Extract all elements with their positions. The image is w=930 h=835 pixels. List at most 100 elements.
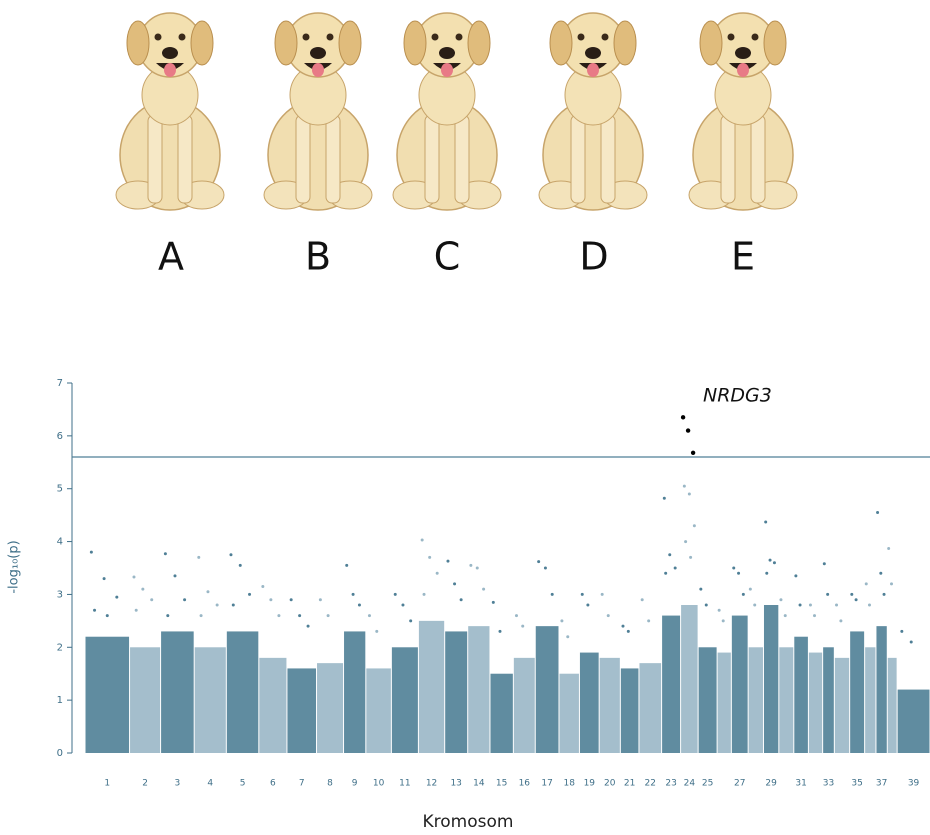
snp-point [717, 608, 721, 612]
snp-point [687, 492, 691, 496]
snp-mass [317, 663, 344, 753]
snp-point [482, 587, 486, 591]
snp-point [375, 629, 379, 633]
x-tick-label: 15 [496, 779, 507, 789]
snp-point [401, 603, 405, 607]
snp-point [173, 574, 177, 578]
snp-point [741, 592, 745, 596]
snp-point [887, 546, 891, 550]
snp-mass [130, 647, 161, 753]
snp-point [428, 555, 432, 559]
x-tick-label: 16 [519, 779, 531, 789]
snp-mass [808, 652, 823, 753]
snp-point [850, 592, 854, 596]
snp-point [269, 598, 273, 602]
snp-point [453, 582, 457, 586]
snp-point [491, 600, 495, 604]
x-tick-label: 7 [299, 779, 305, 789]
dog-label: E [731, 235, 755, 279]
x-tick-label: 4 [207, 779, 213, 789]
snp-point [422, 592, 426, 596]
snp-point [882, 592, 886, 596]
snp-point [684, 540, 688, 544]
snp-point [813, 614, 817, 618]
snp-point [550, 592, 554, 596]
snp-point [289, 598, 293, 602]
x-tick-label: 13 [450, 779, 461, 789]
x-tick-label: 3 [175, 779, 181, 789]
snp-point [367, 614, 371, 618]
snp-point [854, 598, 858, 602]
snp-point [580, 592, 584, 596]
snp-point [238, 563, 242, 567]
x-tick-label: 29 [765, 779, 777, 789]
x-tick-label: 2 [142, 779, 148, 789]
snp-point [248, 592, 252, 596]
x-tick-label: 22 [645, 779, 656, 789]
snp-point [680, 415, 686, 420]
snp-point [475, 566, 479, 570]
snp-point [794, 574, 798, 578]
snp-point [102, 577, 106, 581]
snp-point [183, 598, 187, 602]
dog-image [115, 12, 225, 211]
snp-point [640, 598, 644, 602]
snp-mass [418, 620, 445, 753]
snp-mass [876, 626, 887, 753]
snp-mass [259, 657, 287, 753]
snp-point [621, 624, 625, 628]
snp-mass [698, 647, 717, 753]
snp-mass [513, 657, 535, 753]
x-tick-label: 27 [734, 779, 745, 789]
snp-mass [823, 647, 834, 753]
dog-label: C [434, 235, 461, 279]
snp-mass [226, 631, 259, 753]
snp-point [779, 598, 783, 602]
snp-point [231, 603, 235, 607]
snp-mass [763, 605, 779, 753]
dog-label: A [158, 235, 184, 279]
x-tick-label: 39 [908, 779, 920, 789]
x-tick-label: 21 [624, 779, 635, 789]
snp-point [89, 550, 93, 554]
snp-point [606, 614, 610, 618]
snp-mass [194, 647, 226, 753]
snp-point [351, 592, 355, 596]
snp-point [326, 614, 330, 618]
x-tick-label: 25 [702, 779, 713, 789]
x-tick-label: 35 [851, 779, 862, 789]
snp-point [469, 563, 473, 567]
snp-point [798, 603, 802, 607]
snp-point [900, 629, 904, 633]
x-tick-label: 17 [541, 779, 552, 789]
snp-point [647, 619, 651, 623]
snp-point [600, 592, 604, 596]
snp-mass [161, 631, 194, 753]
snp-point [876, 511, 880, 514]
snp-point [626, 629, 630, 633]
snp-mass [850, 631, 865, 753]
snp-point [732, 566, 736, 570]
snp-point [737, 571, 741, 575]
x-tick-label: 14 [473, 779, 485, 789]
snp-point [890, 582, 894, 586]
x-tick-label: 23 [665, 779, 676, 789]
y-tick-label: 3 [57, 589, 63, 600]
snp-point [690, 450, 696, 455]
snp-point [393, 592, 397, 596]
snp-mass [599, 657, 620, 753]
x-tick-label: 8 [327, 779, 333, 789]
snp-point [664, 571, 668, 575]
snp-point [357, 603, 361, 607]
snp-point [699, 587, 703, 591]
snp-mass [681, 605, 698, 753]
y-tick-label: 7 [57, 378, 63, 389]
y-tick-label: 0 [57, 748, 63, 759]
x-tick-label: 33 [823, 779, 834, 789]
y-tick-label: 4 [57, 537, 63, 548]
snp-point [150, 598, 154, 602]
snp-point [753, 603, 757, 607]
snp-point [662, 496, 666, 500]
snp-mass [834, 657, 850, 753]
